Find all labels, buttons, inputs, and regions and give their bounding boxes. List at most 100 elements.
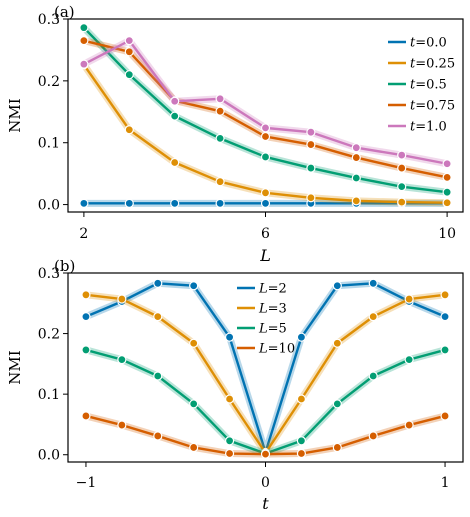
y-tick-label: 0.0 [38,198,60,214]
data-point [306,193,316,203]
data-point [296,448,307,459]
legend-entry: t=0.75 [410,99,455,114]
data-point [215,106,225,116]
data-point [351,152,361,163]
data-point [397,150,407,160]
y-axis-label: NMI [6,98,24,132]
legend-variable: L [258,342,268,357]
legend-entry: L=5 [258,322,287,337]
data-point [368,278,378,288]
data-point [332,399,342,409]
data-point [368,431,378,441]
legend-variable: t [410,36,416,51]
legend-entry: t=0.25 [410,57,455,72]
data-point [189,442,199,453]
y-tick-label: 0.1 [38,136,60,152]
legend-value: 1.0 [426,120,447,135]
data-point [215,198,225,208]
panel-a: 0.00.10.20.32 6 10LNMI(a)t=0.0t=0.25t=0.5t… [6,3,464,265]
legend-variable: L [258,282,268,297]
legend-entry: t=1.0 [410,120,447,135]
data-point [189,281,199,291]
data-point [170,198,180,208]
data-point [81,312,91,322]
data-point [124,36,134,46]
legend-variable: L [258,322,268,337]
data-point [153,431,163,441]
data-point [332,281,342,291]
data-point [153,371,163,381]
data-point [124,125,134,135]
x-axis-label: t [262,494,269,513]
y-tick-label: 0.0 [38,448,60,464]
data-point [440,312,450,322]
legend-entry: L=10 [258,342,295,357]
legend-value: 5 [279,322,287,337]
data-point [170,157,180,168]
data-point [215,177,225,187]
data-point [153,278,163,288]
data-point [397,163,407,173]
data-point [117,355,127,365]
legend-value: 0.75 [426,99,455,114]
data-point [351,143,361,153]
y-tick-label: 0.1 [38,387,60,403]
data-point [440,345,450,355]
data-point [260,131,271,142]
series-band [82,346,449,458]
data-point [189,338,199,348]
legend-entry: t=0.5 [410,78,447,93]
data-point [296,332,307,342]
data-point [153,312,163,322]
data-point [81,411,91,421]
legend-value: 0.0 [426,36,447,51]
data-point [306,163,316,173]
data-point [215,133,225,143]
y-axis-label: NMI [6,350,24,384]
data-point [224,394,235,404]
y-tick-label: 0.3 [38,12,60,28]
data-point [124,70,134,80]
data-point [79,59,89,69]
x-tick-label: −1 [76,475,97,491]
y-tick-label: 0.2 [38,327,60,343]
legend-entry: L=2 [258,282,287,297]
data-point [79,23,89,33]
legend-entry: t=0.0 [410,36,447,51]
data-point [260,152,271,162]
x-tick-label: 2 [79,226,88,242]
data-point [296,436,307,446]
data-point [404,420,414,430]
data-point [224,436,235,446]
data-point [404,355,414,365]
data-point [124,198,134,208]
data-point [260,123,271,133]
legend-variable: t [410,78,416,93]
data-point [306,139,316,150]
x-tick-label: 1 [441,475,450,491]
panel-b: 0.0 0.1 0.2 0.3 −1 0 1 t NMI (b) L=2 L=3 L=5 L=10 [6,257,464,513]
data-point [404,294,414,304]
data-point [440,290,450,300]
data-point [224,448,235,459]
data-point [351,196,361,206]
plot-frame [67,18,464,213]
legend-value: 0.25 [426,57,455,72]
data-point [117,420,127,430]
legend-variable: t [410,57,416,72]
data-point [296,394,307,404]
data-point [442,187,452,197]
data-point [79,36,89,46]
data-point [260,449,271,459]
legend-value: 2 [279,282,287,297]
panel-label: (b) [54,257,75,275]
legend-variable: L [258,302,268,317]
data-point [260,188,271,198]
data-point [215,94,225,104]
data-point [351,173,361,183]
data-point [79,198,89,208]
data-point [170,111,180,121]
legend-entry: L=3 [258,302,287,317]
data-point [81,290,91,300]
